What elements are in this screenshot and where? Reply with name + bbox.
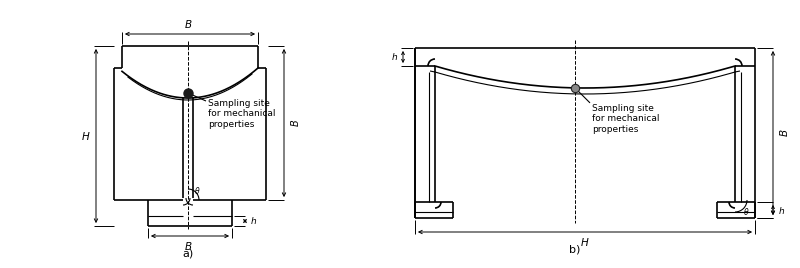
Text: $\theta$: $\theta$ — [743, 206, 750, 217]
Text: $\theta$: $\theta$ — [194, 185, 201, 196]
Text: $h$: $h$ — [778, 204, 785, 215]
Text: $B$: $B$ — [184, 18, 192, 30]
Text: $h$: $h$ — [250, 215, 257, 226]
Text: Sampling site
for mechanical
properties: Sampling site for mechanical properties — [592, 104, 659, 134]
Text: $H$: $H$ — [580, 236, 590, 248]
Text: $B$: $B$ — [184, 240, 192, 252]
Text: a): a) — [182, 249, 194, 259]
Text: $B$: $B$ — [778, 129, 790, 137]
Text: $B$: $B$ — [289, 119, 301, 127]
Text: $H$: $H$ — [82, 130, 91, 142]
Text: Sampling site
for mechanical
properties: Sampling site for mechanical properties — [208, 99, 275, 129]
Text: $h$: $h$ — [391, 51, 398, 62]
Text: b): b) — [570, 245, 581, 255]
